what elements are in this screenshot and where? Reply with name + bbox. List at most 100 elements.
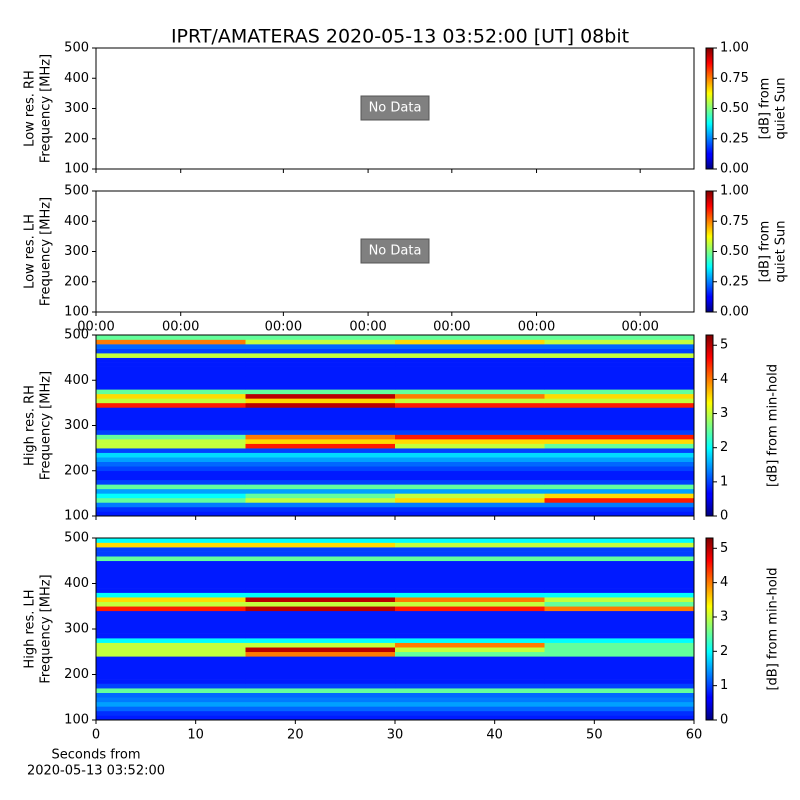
x-tick-label: 30 [387, 728, 404, 743]
heatmap-cell [96, 688, 246, 693]
heatmap-cell [245, 651, 396, 657]
heatmap-cell [395, 538, 545, 543]
x-axis-label: 2020-05-13 03:52:00 [27, 764, 165, 779]
heatmap-cell [245, 556, 396, 562]
heatmap-cell [96, 416, 246, 422]
heatmap-cell [544, 335, 695, 340]
heatmap-cell [395, 574, 545, 580]
heatmap-cell [544, 497, 695, 503]
heatmap-cell [395, 344, 545, 349]
heatmap-cell [96, 606, 246, 612]
heatmap-cell [395, 407, 545, 413]
heatmap-cell [544, 407, 695, 413]
heatmap-cell [96, 393, 246, 399]
heatmap-cell [544, 565, 695, 571]
heatmap-cell [245, 411, 396, 417]
heatmap-cell [544, 569, 695, 575]
heatmap-cell [96, 493, 246, 499]
heatmap-cell [96, 683, 246, 689]
heatmap-cell [96, 588, 246, 593]
heatmap-cell [544, 344, 695, 349]
heatmap-cell [544, 425, 695, 431]
heatmap-cell [96, 629, 246, 634]
heatmap-cell [395, 606, 545, 612]
x-tick-label: 20 [287, 728, 304, 743]
heatmap-cell [395, 443, 545, 449]
y-tick-label: 200 [64, 667, 89, 682]
heatmap-cell [245, 592, 396, 598]
heatmap-cell [245, 407, 396, 413]
heatmap-cell [96, 651, 246, 657]
heatmap-cell [96, 556, 246, 562]
heatmap-cell [245, 506, 396, 512]
heatmap-cell [245, 366, 396, 372]
heatmap-cell [544, 502, 695, 508]
heatmap-cell [245, 583, 396, 589]
heatmap-cell [395, 679, 545, 684]
heatmap-cell [96, 592, 246, 598]
heatmap-cell [544, 466, 695, 472]
heatmap-cell [544, 402, 695, 408]
heatmap-cell [245, 642, 396, 648]
heatmap-cell [395, 642, 545, 648]
heatmap-cell [245, 624, 396, 630]
heatmap-cell [544, 448, 695, 453]
heatmap-cell [395, 402, 545, 408]
heatmap-cell [544, 642, 695, 648]
heatmap-cell [544, 389, 695, 395]
heatmap-cell [245, 344, 396, 349]
heatmap-cell [245, 380, 396, 386]
heatmap-cell [245, 597, 396, 602]
colorbar-tick-label: 0.75 [720, 71, 749, 86]
heatmap-cell [96, 353, 246, 358]
heatmap-cell [96, 656, 246, 662]
y-tick-label: 200 [64, 131, 89, 146]
heatmap-cell [245, 443, 396, 449]
heatmap-cell [544, 353, 695, 358]
heatmap-cell [395, 335, 545, 340]
heatmap-cell [245, 402, 396, 408]
heatmap-cell [245, 434, 396, 440]
heatmap-cell [96, 660, 246, 666]
heatmap-cell [395, 375, 545, 381]
heatmap-cell [245, 430, 396, 435]
heatmap-cell [395, 629, 545, 634]
heatmap-cell [395, 697, 545, 703]
heatmap-cell [544, 380, 695, 386]
heatmap-cell [544, 430, 695, 435]
heatmap-cell [245, 542, 396, 548]
y-axis-label: Frequency [MHz] [39, 371, 54, 480]
heatmap-cell [96, 448, 246, 453]
heatmap-cell [96, 647, 246, 653]
colorbar-tick-label: 1.00 [720, 41, 749, 56]
heatmap-cell [245, 375, 396, 381]
colorbar-label: [dB] from [758, 78, 773, 140]
heatmap-cell [245, 448, 396, 453]
heatmap-cell [245, 660, 396, 666]
heatmap-cell [395, 493, 545, 499]
heatmap-cell [544, 479, 695, 485]
heatmap-cell [395, 674, 545, 680]
heatmap-cell [544, 624, 695, 630]
heatmap-cell [544, 683, 695, 689]
colorbar-tick-label: 4 [720, 372, 728, 387]
heatmap-cell [96, 665, 246, 671]
heatmap-cell [395, 425, 545, 431]
heatmap-cell [245, 384, 396, 390]
y-tick-label: 500 [64, 328, 89, 343]
heatmap-cell [544, 619, 695, 625]
heatmap-cell [395, 511, 545, 517]
colorbar-tick-label: 1 [720, 474, 728, 489]
colorbar-tick-label: 0.00 [720, 305, 749, 320]
heatmap-cell [96, 679, 246, 684]
y-axis-label: Frequency [MHz] [39, 54, 54, 163]
heatmap-cell [245, 493, 396, 499]
heatmap-cell [395, 701, 545, 707]
y-tick-label: 500 [64, 41, 89, 56]
heatmap-cell [395, 475, 545, 481]
heatmap-cell [395, 651, 545, 657]
heatmap-cell [96, 362, 246, 367]
heatmap-cell [245, 710, 396, 716]
heatmap-cell [245, 619, 396, 625]
